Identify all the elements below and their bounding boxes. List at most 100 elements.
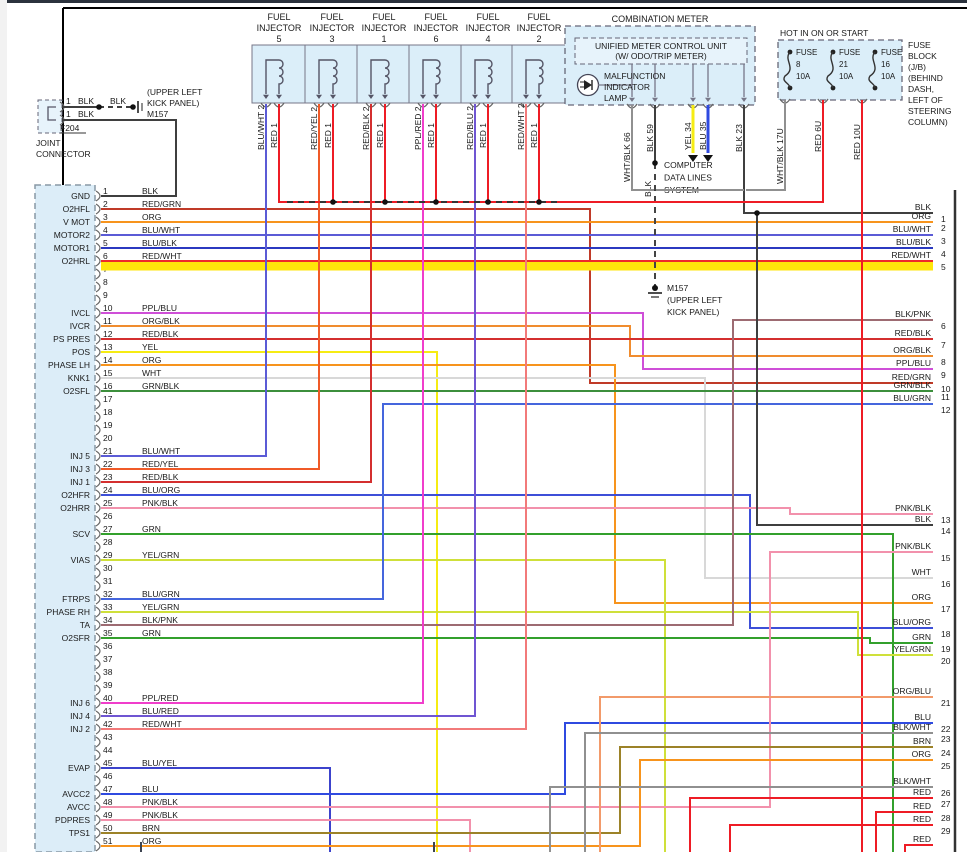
right-wire-color: ORG	[912, 749, 931, 759]
ecm-signal-label: O2HFR	[61, 490, 90, 500]
ecm-pin-number: 34	[103, 615, 113, 625]
right-wire-color: RED	[913, 834, 931, 844]
ecm-pin-number: 13	[103, 342, 113, 352]
ecm-pin-number: 43	[103, 732, 113, 742]
fuse-element-icon	[868, 51, 876, 89]
joint-connector-bar	[47, 106, 56, 121]
junction-dot	[485, 199, 491, 205]
right-pin-number: 4	[941, 249, 946, 259]
combination-meter-title: COMBINATION METER	[612, 14, 709, 24]
ecm-signal-label: PHASE RH	[47, 607, 90, 617]
down-arrow-icon	[420, 94, 426, 99]
junction-dot	[652, 160, 658, 166]
right-pin-number: 19	[941, 644, 951, 654]
injector-wire-label: PPL/RED 2	[413, 106, 423, 150]
ecm-signal-label: AVCC	[67, 802, 90, 812]
ecm-pin-number: 47	[103, 784, 113, 794]
down-arrow-icon	[741, 97, 747, 102]
ecm-wire-color: GRN	[142, 628, 161, 638]
right-pin-number: 22	[941, 724, 951, 734]
wire-tps1	[101, 746, 933, 834]
ecm-pin-number: 32	[103, 589, 113, 599]
wire-red-30	[904, 844, 933, 852]
wire-o2sfr	[101, 637, 933, 644]
right-pin-number: 21	[941, 698, 951, 708]
ecm-pin-number: 49	[103, 810, 113, 820]
ecm-signal-label: MOTOR2	[54, 230, 90, 240]
injector-wire-label: RED/BLU 2	[465, 106, 475, 150]
ecm-pin-number: 10	[103, 303, 113, 313]
ecm-signal-label: IVCR	[70, 321, 90, 331]
jc-wire-color: BLK	[78, 109, 94, 119]
ecm-pin-number: 14	[103, 355, 113, 365]
ecm-wire-color: ORG	[142, 355, 161, 365]
ecm-wire-color: BLU/WHT	[142, 446, 180, 456]
fuel-injector-box	[356, 44, 412, 104]
ecm-wire-color: BRN	[142, 823, 160, 833]
injector-title: INJECTOR	[310, 23, 355, 33]
connector-pin-icon	[95, 775, 101, 787]
window-top-edge	[0, 0, 967, 3]
wire-ta	[101, 319, 933, 626]
connector-pin-icon	[95, 827, 101, 839]
ecm-signal-label: O2HRR	[60, 503, 90, 513]
right-pin-number: 29	[941, 826, 951, 836]
right-pin-number: 7	[941, 340, 946, 350]
ecm-wire-color: YEL	[142, 342, 158, 352]
ecm-signal-label: O2SFL	[63, 386, 90, 396]
wire-pos	[101, 351, 438, 852]
ecm-pin-number: 36	[103, 641, 113, 651]
injector-wire-label: RED 1	[478, 123, 488, 148]
right-wire-color: BLK/WHT	[893, 776, 931, 786]
ecm-wire-color: RED/WHT	[142, 251, 182, 261]
wire-red-27	[689, 797, 933, 852]
right-pin-number: 24	[941, 748, 951, 758]
wire-inj2	[101, 104, 527, 730]
down-arrow-icon	[276, 94, 282, 99]
wire-gnd-to-joint	[62, 119, 177, 197]
connector-pin-icon	[95, 658, 101, 670]
ecm-signal-label: INJ 4	[70, 711, 90, 721]
ecm-signal-label: IVCL	[71, 308, 90, 318]
ecm-signal-label: PDPRES	[55, 815, 90, 825]
jc-name: JOINT	[36, 138, 61, 148]
wire-o2hfr	[101, 494, 933, 629]
ecm-pin-number: 28	[103, 537, 113, 547]
ecm-signal-label: VIAS	[71, 555, 91, 565]
injector-title: FUEL	[320, 12, 343, 22]
connector-pin-icon	[95, 736, 101, 748]
wire-fuse-17u	[746, 100, 786, 191]
fuse-block-location-label: DASH,	[908, 84, 934, 94]
right-wire-color: WHT	[912, 567, 931, 577]
ecm-wire-color: BLU/BLK	[142, 238, 177, 248]
connector-pin-icon	[95, 255, 101, 267]
injector-title: INJECTOR	[466, 23, 511, 33]
ecm-wire-color: BLU/RED	[142, 706, 179, 716]
right-pin-number: 23	[941, 734, 951, 744]
jc-pin-number: 1	[66, 96, 71, 106]
connector-pin-icon	[95, 398, 101, 410]
right-wire-color: PNK/BLK	[895, 541, 931, 551]
ecm-signal-label: O2HFL	[63, 204, 91, 214]
injector-wire-label: RED/WHT 2	[516, 103, 526, 150]
ecm-pin-number: 46	[103, 771, 113, 781]
wire-inj5	[101, 104, 267, 457]
ecm-signal-label: INJ 3	[70, 464, 90, 474]
connector-pin-icon	[95, 320, 101, 332]
ecm-wire-color: RED/YEL	[142, 459, 179, 469]
connector-pin-icon	[95, 541, 101, 553]
connector-pin-icon	[95, 749, 101, 761]
right-wire-color: RED/GRN	[892, 372, 931, 382]
connector-pin-icon	[95, 190, 101, 202]
connector-pin-icon	[95, 307, 101, 319]
down-arrow-icon	[629, 97, 635, 102]
fuse-pin-label: RED 10U	[852, 124, 862, 160]
ecm-pin-number: 6	[103, 251, 108, 261]
connector-pin-icon	[95, 580, 101, 592]
right-wire-color: BLK	[915, 202, 931, 212]
injector-glyph	[265, 59, 279, 94]
wire-red-28	[875, 811, 933, 852]
meter-pin-label: BLU 35	[698, 121, 708, 150]
ecm-pin-number: 50	[103, 823, 113, 833]
